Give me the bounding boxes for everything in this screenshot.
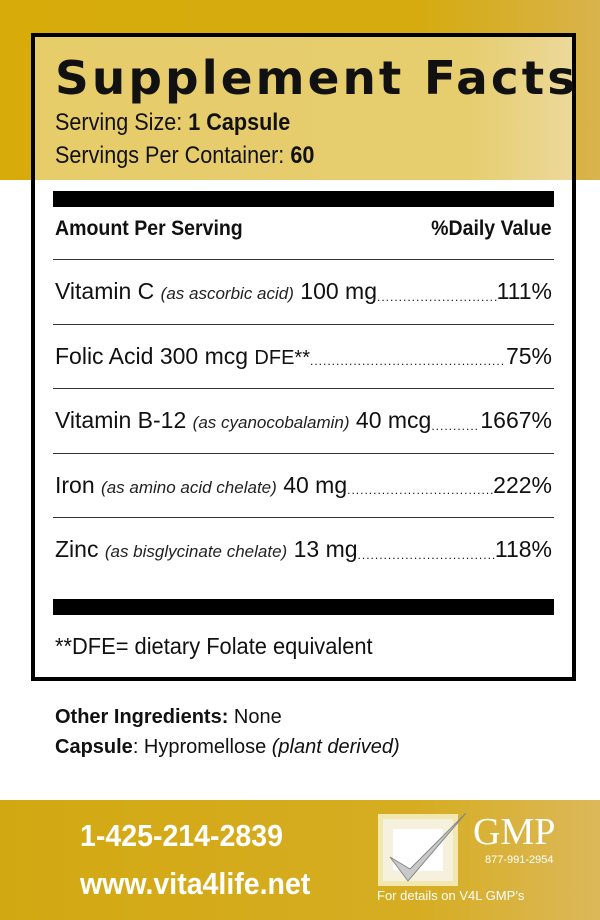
servings-value: 60: [290, 142, 315, 169]
leader-dots: ........................................…: [431, 418, 480, 433]
gmp-phone: 877-991-2954: [485, 854, 554, 866]
nutrient-source: DFE**: [254, 346, 310, 369]
other-label: Other Ingredients:: [55, 706, 229, 728]
capsule-value: : Hypromellose: [132, 736, 267, 758]
panel-title: Supplement Facts: [55, 51, 579, 105]
gmp-badge: GMP 877-991-2954 For details on V4L GMP’…: [375, 806, 595, 914]
thick-divider: [53, 191, 554, 207]
amount-header: Amount Per Serving: [55, 217, 243, 240]
thick-divider-bottom: [53, 599, 554, 615]
nutrient-daily-value: 1667%: [480, 407, 552, 433]
nutrient-source: (as ascorbic acid): [160, 284, 294, 303]
leader-dots: ........................................…: [357, 547, 495, 562]
capsule-info: Capsule: Hypromellose (plant derived): [55, 736, 400, 759]
supplement-facts-panel: Supplement Facts Serving Size: 1 Capsule…: [31, 33, 576, 681]
leader-dots: ........................................…: [377, 289, 497, 304]
website: www.vita4life.net: [80, 866, 311, 901]
other-value: None: [233, 706, 282, 728]
gmp-details: For details on V4L GMP’s: [377, 888, 525, 903]
bottom-gold-band: [0, 800, 600, 920]
nutrient-source: (as cyanocobalamin): [192, 413, 350, 432]
nutrient-daily-value: 118%: [494, 536, 552, 562]
nutrient-row: Vitamin B-12 (as cyanocobalamin) 40 mcg.…: [53, 388, 554, 452]
nutrient-source: (as amino acid chelate): [101, 477, 277, 497]
panel-header-bg: [35, 37, 572, 180]
nutrient-amount: 100 mg: [300, 278, 377, 304]
phone-number: 1-425-214-2839: [80, 818, 283, 853]
nutrient-name: Zinc: [55, 536, 99, 562]
nutrient-name: Vitamin C: [55, 278, 155, 304]
servings-label: Servings Per Container:: [55, 142, 285, 169]
nutrient-amount: 40 mcg: [355, 407, 432, 433]
other-ingredients: Other Ingredients: None: [55, 706, 282, 729]
column-header: Amount Per Serving %Daily Value: [55, 217, 552, 241]
servings-per-container: Servings Per Container: 60: [55, 142, 314, 170]
nutrient-source: (as bisglycinate chelate): [104, 542, 288, 561]
nutrient-name: Vitamin B-12: [55, 407, 187, 433]
nutrient-name: Iron: [55, 471, 95, 498]
nutrient-amount: 13 mg: [293, 536, 358, 562]
serving-size-value: 1 Capsule: [188, 109, 291, 136]
nutrient-row: Vitamin C (as ascorbic acid) 100 mg.....…: [53, 259, 554, 323]
gmp-title: GMP: [473, 811, 556, 853]
leader-dots: ........................................…: [347, 483, 493, 497]
nutrient-daily-value: 222%: [493, 471, 552, 498]
nutrient-amount: 40 mg: [283, 471, 348, 498]
leader-dots: ........................................…: [310, 354, 506, 368]
nutrient-daily-value: 75%: [505, 342, 552, 369]
nutrient-daily-value: 111%: [496, 278, 552, 304]
nutrient-row: Iron (as amino acid chelate) 40 mg......…: [53, 452, 554, 517]
serving-size: Serving Size: 1 Capsule: [55, 109, 290, 137]
serving-size-label: Serving Size:: [55, 109, 183, 136]
capsule-label: Capsule: [55, 736, 133, 758]
capsule-note: (plant derived): [271, 736, 400, 758]
nutrient-row: Zinc (as bisglycinate chelate) 13 mg....…: [53, 517, 554, 581]
dv-header: %Daily Value: [431, 217, 552, 240]
nutrient-row: Folic Acid 300 mcg DFE** ...............…: [53, 323, 554, 388]
checkmark-icon: [378, 812, 467, 886]
nutrient-name: Folic Acid 300 mcg: [55, 342, 249, 369]
footnote: **DFE= dietary Folate equivalent: [55, 633, 373, 659]
